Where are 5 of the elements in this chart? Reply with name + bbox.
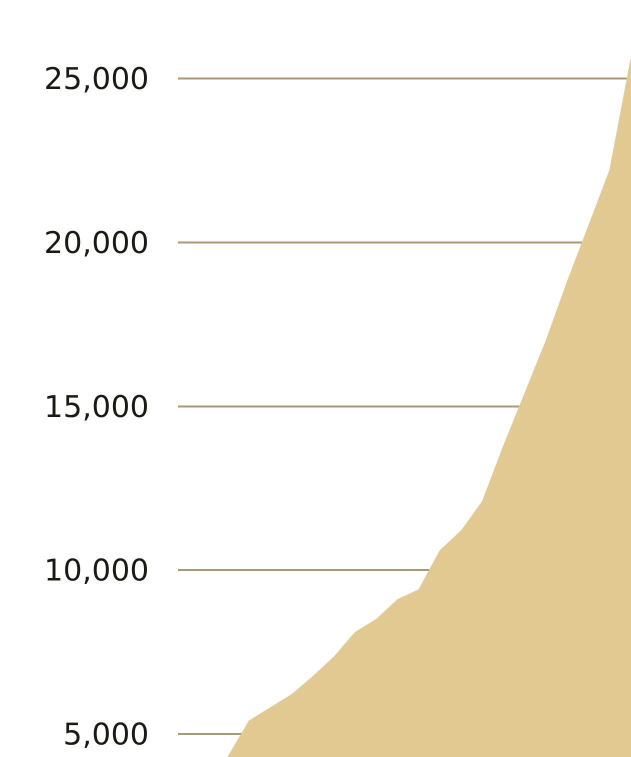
y-tick-label: 10,000	[44, 554, 149, 589]
y-tick-label: 5,000	[63, 718, 149, 753]
y-tick-label: 15,000	[44, 390, 149, 425]
y-tick-label: 25,000	[44, 62, 149, 98]
y-tick-label: 20,000	[44, 226, 149, 261]
